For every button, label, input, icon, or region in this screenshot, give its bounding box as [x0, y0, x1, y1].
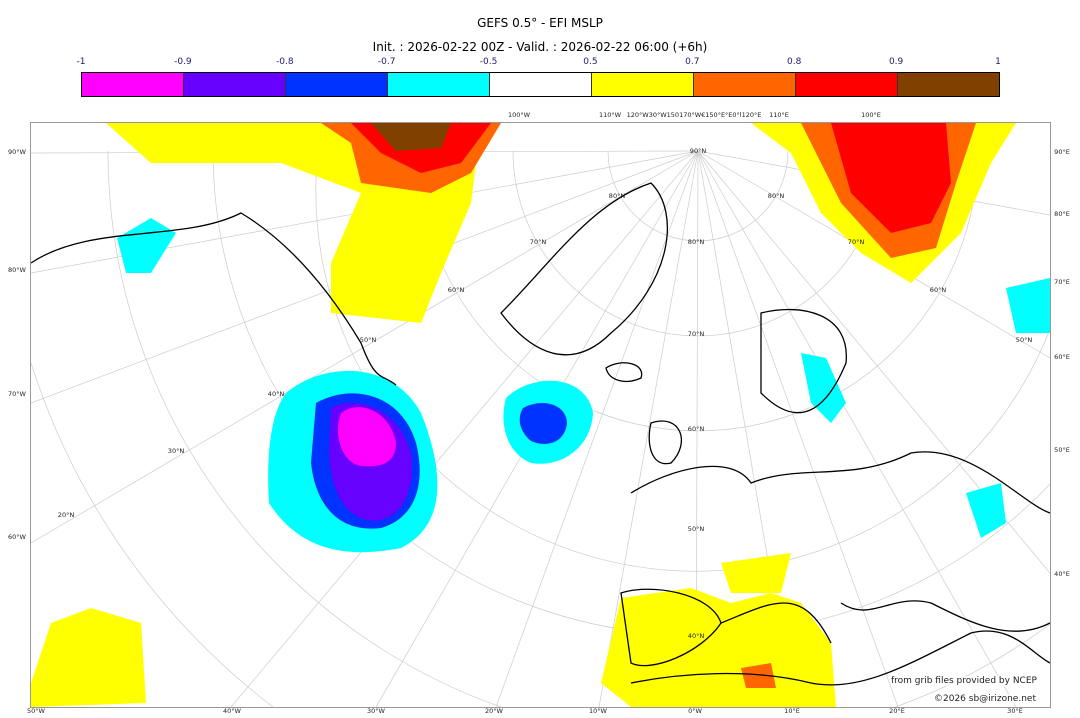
- coordinate-label: 70°N: [687, 330, 705, 338]
- colorbar: [81, 72, 1000, 97]
- coordinate-label: 30°N: [167, 447, 185, 455]
- coordinate-label: 50°N: [359, 336, 377, 344]
- coordinate-label: 20°W: [485, 707, 503, 715]
- copyright-credit: ©2026 sb@irizone.net: [934, 694, 1036, 704]
- coordinate-label: 70°N: [847, 238, 865, 246]
- chart-subtitle: Init. : 2026-02-22 00Z - Valid. : 2026-0…: [372, 40, 708, 54]
- coordinate-label: 40°N: [267, 390, 285, 398]
- coordinate-label: 70°N: [529, 238, 547, 246]
- coordinate-label: 90°E: [1054, 148, 1070, 156]
- coordinate-label: 70°E: [1054, 278, 1070, 286]
- coordinate-label: 40°E: [1054, 570, 1070, 578]
- colorbar-tick: -1: [76, 57, 86, 67]
- colorbar-segment: [286, 73, 388, 96]
- coordinate-label: 0°W: [688, 707, 702, 715]
- coordinate-label: 40°N: [687, 632, 705, 640]
- coordinate-label: 100°E: [861, 111, 881, 119]
- coordinate-label: 30°E: [1007, 707, 1023, 715]
- coordinate-label: 90°W: [8, 148, 26, 156]
- coordinate-label: 110°E: [769, 111, 789, 119]
- coordinate-label: 110°W: [598, 111, 622, 119]
- coordinate-label: 10°W: [589, 707, 607, 715]
- coordinate-label: 60°N: [929, 286, 947, 294]
- colorbar-tick: -0.7: [377, 57, 396, 67]
- latitude-circle: [212, 150, 1050, 636]
- colorbar-segment: [388, 73, 490, 96]
- colorbar-tick: -0.9: [174, 57, 192, 67]
- colorbar-segment: [490, 73, 592, 96]
- coordinate-label: 20°N: [57, 511, 75, 519]
- colorbar-segment: [898, 73, 999, 96]
- coordinate-label: 20°E: [889, 707, 905, 715]
- map-svg: [31, 123, 1050, 707]
- colorbar-tick: 0.7: [685, 57, 700, 67]
- latitude-circle: [417, 150, 979, 432]
- efi-field: [31, 123, 1050, 707]
- coordinate-label: 50°N: [1015, 336, 1033, 344]
- colorbar-segment: [694, 73, 796, 96]
- coordinate-label: 60°E: [1054, 353, 1070, 361]
- chart-title: GEFS 0.5° - EFI MSLP: [477, 16, 603, 30]
- colorbar-tick: 0.9: [888, 57, 904, 67]
- coordinate-label: 120°W30°W150170°W€150°E°E0°l120°E: [626, 111, 762, 119]
- coordinate-label: 60°N: [687, 425, 705, 433]
- colorbar-tick: 1: [995, 57, 1001, 67]
- coordinate-label: 80°N: [687, 238, 705, 246]
- coordinate-label: 80°N: [767, 192, 785, 200]
- coordinate-label: 10°E: [784, 707, 800, 715]
- coordinate-label: 40°W: [223, 707, 241, 715]
- colorbar-tick: -0.5: [479, 57, 498, 67]
- latitude-circle: [107, 150, 1050, 707]
- coordinate-label: 50°N: [687, 525, 705, 533]
- coordinate-label: 60°N: [447, 286, 465, 294]
- coastlines: [31, 182, 1050, 686]
- coordinate-label: 80°E: [1054, 210, 1070, 218]
- coordinate-label: 50°W: [27, 707, 45, 715]
- colorbar-segment: [82, 73, 184, 96]
- coordinate-label: 30°W: [367, 707, 385, 715]
- coordinate-label: 50°E: [1054, 446, 1070, 454]
- coordinate-label: 100°W: [507, 111, 531, 119]
- coordinate-label: 80°W: [8, 266, 26, 274]
- data-source-credit: from grib files provided by NCEP: [891, 676, 1037, 686]
- latitude-circle: [31, 362, 274, 707]
- colorbar-segment: [592, 73, 694, 96]
- colorbar-tick: 0.8: [787, 57, 802, 67]
- latitude-circle: [315, 150, 1050, 572]
- colorbar-segment: [184, 73, 286, 96]
- map: 50°N 40°N 30°N 20°N 60°N 70°N 80°N 90°N 80°N 70°N…: [30, 122, 1051, 708]
- coordinate-label: 60°W: [8, 533, 26, 541]
- colorbar-tick: 0.5: [583, 57, 598, 67]
- colorbar-segment: [796, 73, 898, 96]
- colorbar-tick: -0.8: [275, 57, 294, 67]
- coordinate-label: 90°N: [689, 147, 707, 155]
- coordinate-label: 70°W: [8, 390, 26, 398]
- coordinate-label: 80°N: [608, 192, 626, 200]
